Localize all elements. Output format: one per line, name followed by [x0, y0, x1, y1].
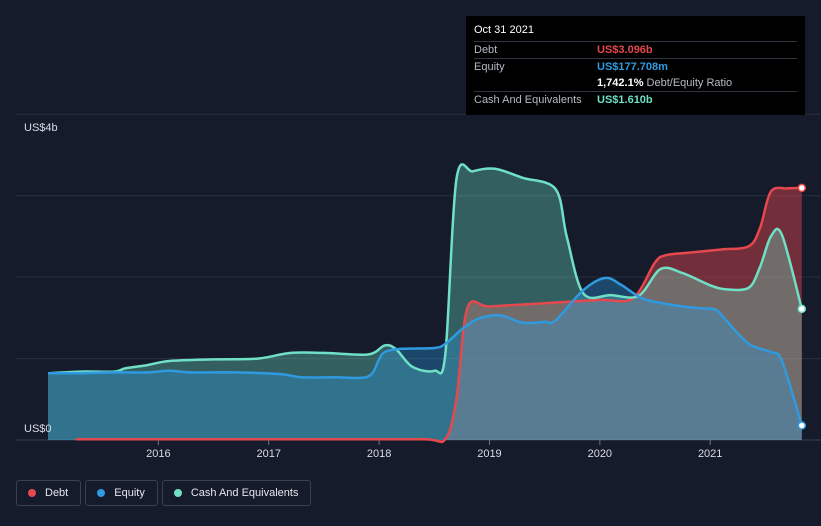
x-tick-label-2021: 2021	[698, 448, 722, 460]
debt-area	[75, 187, 802, 443]
cash-and-equivalents-area	[48, 164, 802, 441]
equity-line	[47, 276, 803, 426]
equity-end-point	[797, 421, 807, 430]
legend-label-debt: Debt	[45, 487, 69, 499]
tooltip-cash-label: Cash And Equivalents	[474, 94, 582, 106]
tooltip-row-cash: Cash And Equivalents US$1.610b	[474, 91, 797, 108]
tooltip-row-debt: Debt US$3.096b	[474, 41, 797, 58]
y-axis-top-label: US$4b	[24, 122, 58, 134]
series-lines	[47, 163, 807, 444]
tooltip-row-ratio: 1,742.1% Debt/Equity Ratio	[474, 75, 797, 91]
x-axis-ticks: 2016 2017 2018 2019 2020 2021	[146, 440, 722, 460]
legend-label-equity: Equity	[114, 487, 145, 499]
tooltip-ratio-text: Debt/Equity Ratio	[646, 77, 733, 89]
x-tick-label-2016: 2016	[146, 448, 170, 460]
debt-line	[75, 186, 802, 444]
series-areas	[48, 164, 802, 443]
equity-area	[48, 277, 802, 440]
tooltip-debt-value: US$3.096b	[597, 44, 653, 56]
tooltip-debt-label: Debt	[474, 44, 498, 56]
debt-end-point	[797, 183, 807, 193]
legend-item-debt[interactable]: Debt	[16, 480, 82, 506]
x-tick-label-2020: 2020	[588, 448, 612, 460]
equity-dot-icon	[97, 489, 106, 497]
tooltip-equity-label: Equity	[474, 61, 505, 73]
tooltip-cash-value: US$1.610b	[597, 94, 653, 106]
tooltip-panel: Oct 31 2021 Debt US$3.096b Equity US$177…	[466, 16, 805, 115]
tooltip-ratio-value: 1,742.1%	[597, 77, 644, 89]
cash-and-equivalents-line	[47, 163, 804, 375]
legend-item-equity[interactable]: Equity	[85, 480, 158, 506]
y-axis-bottom-label: US$0	[24, 423, 52, 435]
cash-and-equivalents-end-point	[797, 304, 807, 314]
x-tick-label-2018: 2018	[367, 448, 391, 460]
x-tick-label-2017: 2017	[256, 448, 280, 460]
debt-dot-icon	[28, 489, 36, 497]
tooltip-equity-value: US$177.708m	[597, 61, 668, 73]
legend: Debt Equity Cash And Equivalents	[16, 480, 312, 506]
tooltip-date: Oct 31 2021	[474, 24, 534, 36]
cash-dot-icon	[173, 489, 182, 497]
legend-item-cash[interactable]: Cash And Equivalents	[161, 480, 312, 506]
x-tick-label-2019: 2019	[477, 448, 501, 460]
tooltip-row-equity: Equity US$177.708m	[474, 58, 797, 75]
legend-label-cash: Cash And Equivalents	[190, 487, 299, 499]
